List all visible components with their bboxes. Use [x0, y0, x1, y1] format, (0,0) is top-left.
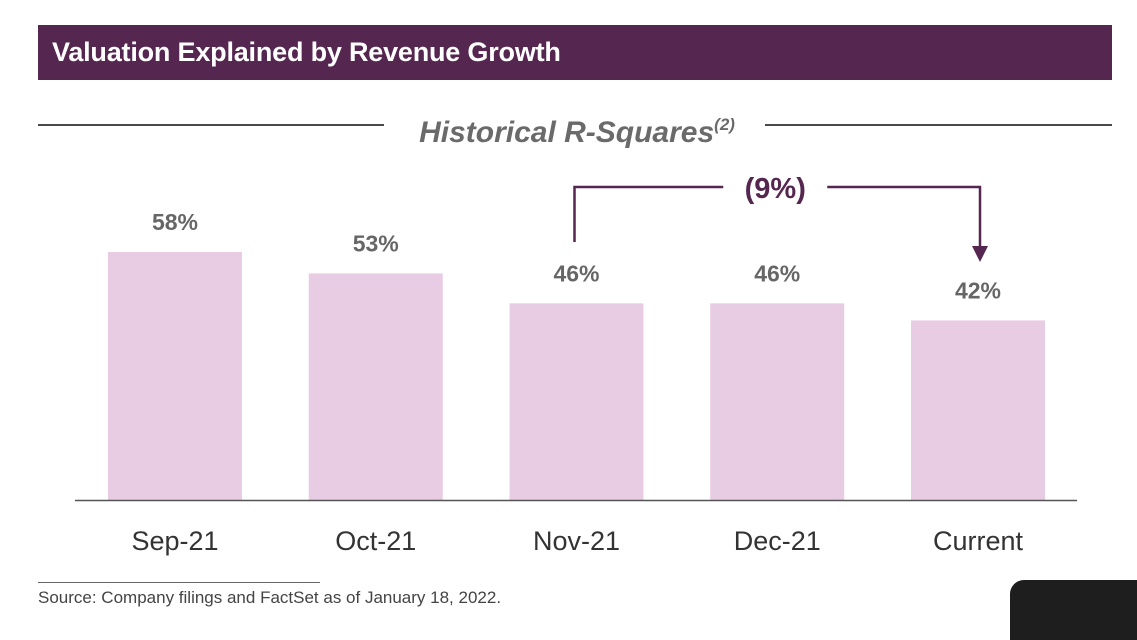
- bracket-left-line: [573, 185, 724, 242]
- bar-value-label-3: 46%: [754, 260, 800, 286]
- chart-subtitle: Historical R-Squares(2): [396, 103, 758, 149]
- bar-value-label-1: 53%: [353, 230, 399, 256]
- subtitle-rule-left: [38, 124, 384, 126]
- title-band: Valuation Explained by Revenue Growth: [38, 25, 1112, 80]
- chart-subtitle-text: Historical R-Squares: [419, 116, 715, 149]
- bar-value-label-2: 46%: [553, 260, 599, 286]
- bar-value-label-0: 58%: [152, 209, 198, 235]
- category-label-4: Current: [933, 526, 1024, 556]
- category-label-3: Dec-21: [734, 526, 821, 556]
- subtitle-rule-right: [765, 124, 1112, 126]
- bracket-right-line: [827, 185, 982, 248]
- bar-chart: 58% Sep-21 53% Oct-21 46% Nov-21 46% Dec-21 42% C…: [75, 173, 1077, 556]
- chart-subtitle-footnote-mark: (2): [714, 115, 735, 134]
- bar-value-label-4: 42%: [955, 277, 1001, 303]
- bar-4: [911, 320, 1045, 500]
- change-annotation-label: (9%): [745, 173, 806, 205]
- bar-3: [710, 303, 845, 500]
- bracket-arrowhead: [972, 246, 988, 262]
- bar-1: [308, 273, 443, 500]
- corner-tab: [1010, 580, 1137, 640]
- category-label-1: Oct-21: [335, 526, 416, 556]
- bar-2: [509, 303, 644, 500]
- source-footnote: Source: Company filings and FactSet as o…: [38, 588, 502, 607]
- bar-0: [108, 252, 242, 500]
- footnote-rule: [38, 582, 320, 583]
- page-title: Valuation Explained by Revenue Growth: [52, 37, 561, 67]
- category-label-0: Sep-21: [131, 526, 218, 556]
- category-label-2: Nov-21: [533, 526, 620, 556]
